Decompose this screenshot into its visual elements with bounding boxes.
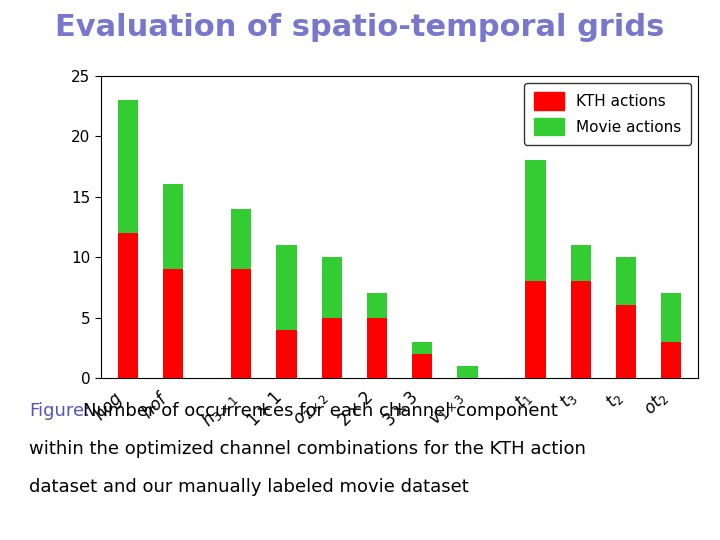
Bar xyxy=(570,281,591,378)
Bar xyxy=(322,257,342,318)
Text: within the optimized channel combinations for the KTH action: within the optimized channel combination… xyxy=(29,440,585,458)
Text: Figure:: Figure: xyxy=(29,402,90,420)
Bar xyxy=(661,293,681,342)
Bar xyxy=(457,366,477,378)
Text: Evaluation of spatio-temporal grids: Evaluation of spatio-temporal grids xyxy=(55,14,665,43)
Bar xyxy=(118,233,138,378)
Text: dataset and our manually labeled movie dataset: dataset and our manually labeled movie d… xyxy=(29,478,469,496)
Bar xyxy=(163,269,184,378)
Text: Number of occurrences for each channel component: Number of occurrences for each channel c… xyxy=(83,402,558,420)
Bar xyxy=(412,354,433,378)
Bar xyxy=(616,306,636,378)
Bar xyxy=(525,160,546,281)
Bar xyxy=(231,208,251,269)
Bar xyxy=(276,245,297,329)
Bar xyxy=(570,245,591,281)
Bar xyxy=(366,293,387,318)
Bar xyxy=(616,257,636,306)
Bar xyxy=(366,318,387,378)
Bar xyxy=(118,100,138,233)
Bar xyxy=(322,318,342,378)
Bar xyxy=(163,185,184,269)
Bar xyxy=(231,269,251,378)
Bar xyxy=(525,281,546,378)
Bar xyxy=(412,342,433,354)
Legend: KTH actions, Movie actions: KTH actions, Movie actions xyxy=(524,83,690,145)
Bar xyxy=(661,342,681,378)
Bar xyxy=(276,329,297,378)
